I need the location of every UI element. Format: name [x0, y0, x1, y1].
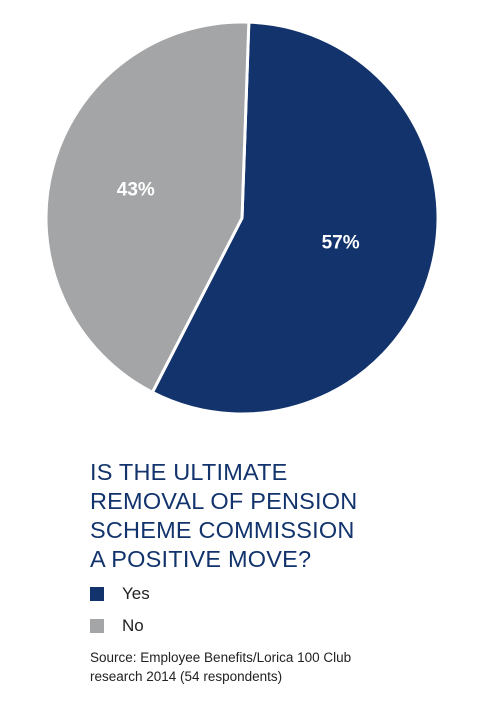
- legend: Yes No: [90, 578, 390, 642]
- chart-title-line-4: A POSITIVE MOVE?: [90, 546, 312, 572]
- chart-title-line-2: REMOVAL OF PENSION: [90, 488, 358, 514]
- legend-label-yes: Yes: [122, 584, 150, 603]
- legend-swatch-yes: [90, 587, 104, 601]
- chart-title-line-3: SCHEME COMMISSION: [90, 517, 355, 543]
- source-note: Source: Employee Benefits/Lorica 100 Clu…: [90, 648, 410, 686]
- chart-title-line-1: IS THE ULTIMATE: [90, 459, 288, 485]
- pie-chart: 57% 43%: [44, 20, 440, 416]
- pie-slice-no: [44, 20, 251, 395]
- legend-item-yes: Yes: [90, 578, 390, 610]
- legend-label-no: No: [122, 616, 144, 635]
- source-note-line-2: research 2014 (54 respondents): [90, 669, 283, 684]
- pie-slice-yes: [150, 20, 440, 416]
- slice-label-yes: 57%: [322, 233, 360, 254]
- legend-swatch-no: [90, 619, 104, 633]
- legend-item-no: No: [90, 610, 390, 642]
- slice-label-no: 43%: [117, 179, 155, 200]
- source-note-line-1: Source: Employee Benefits/Lorica 100 Clu…: [90, 650, 352, 665]
- chart-title: IS THE ULTIMATE REMOVAL OF PENSION SCHEM…: [90, 458, 470, 574]
